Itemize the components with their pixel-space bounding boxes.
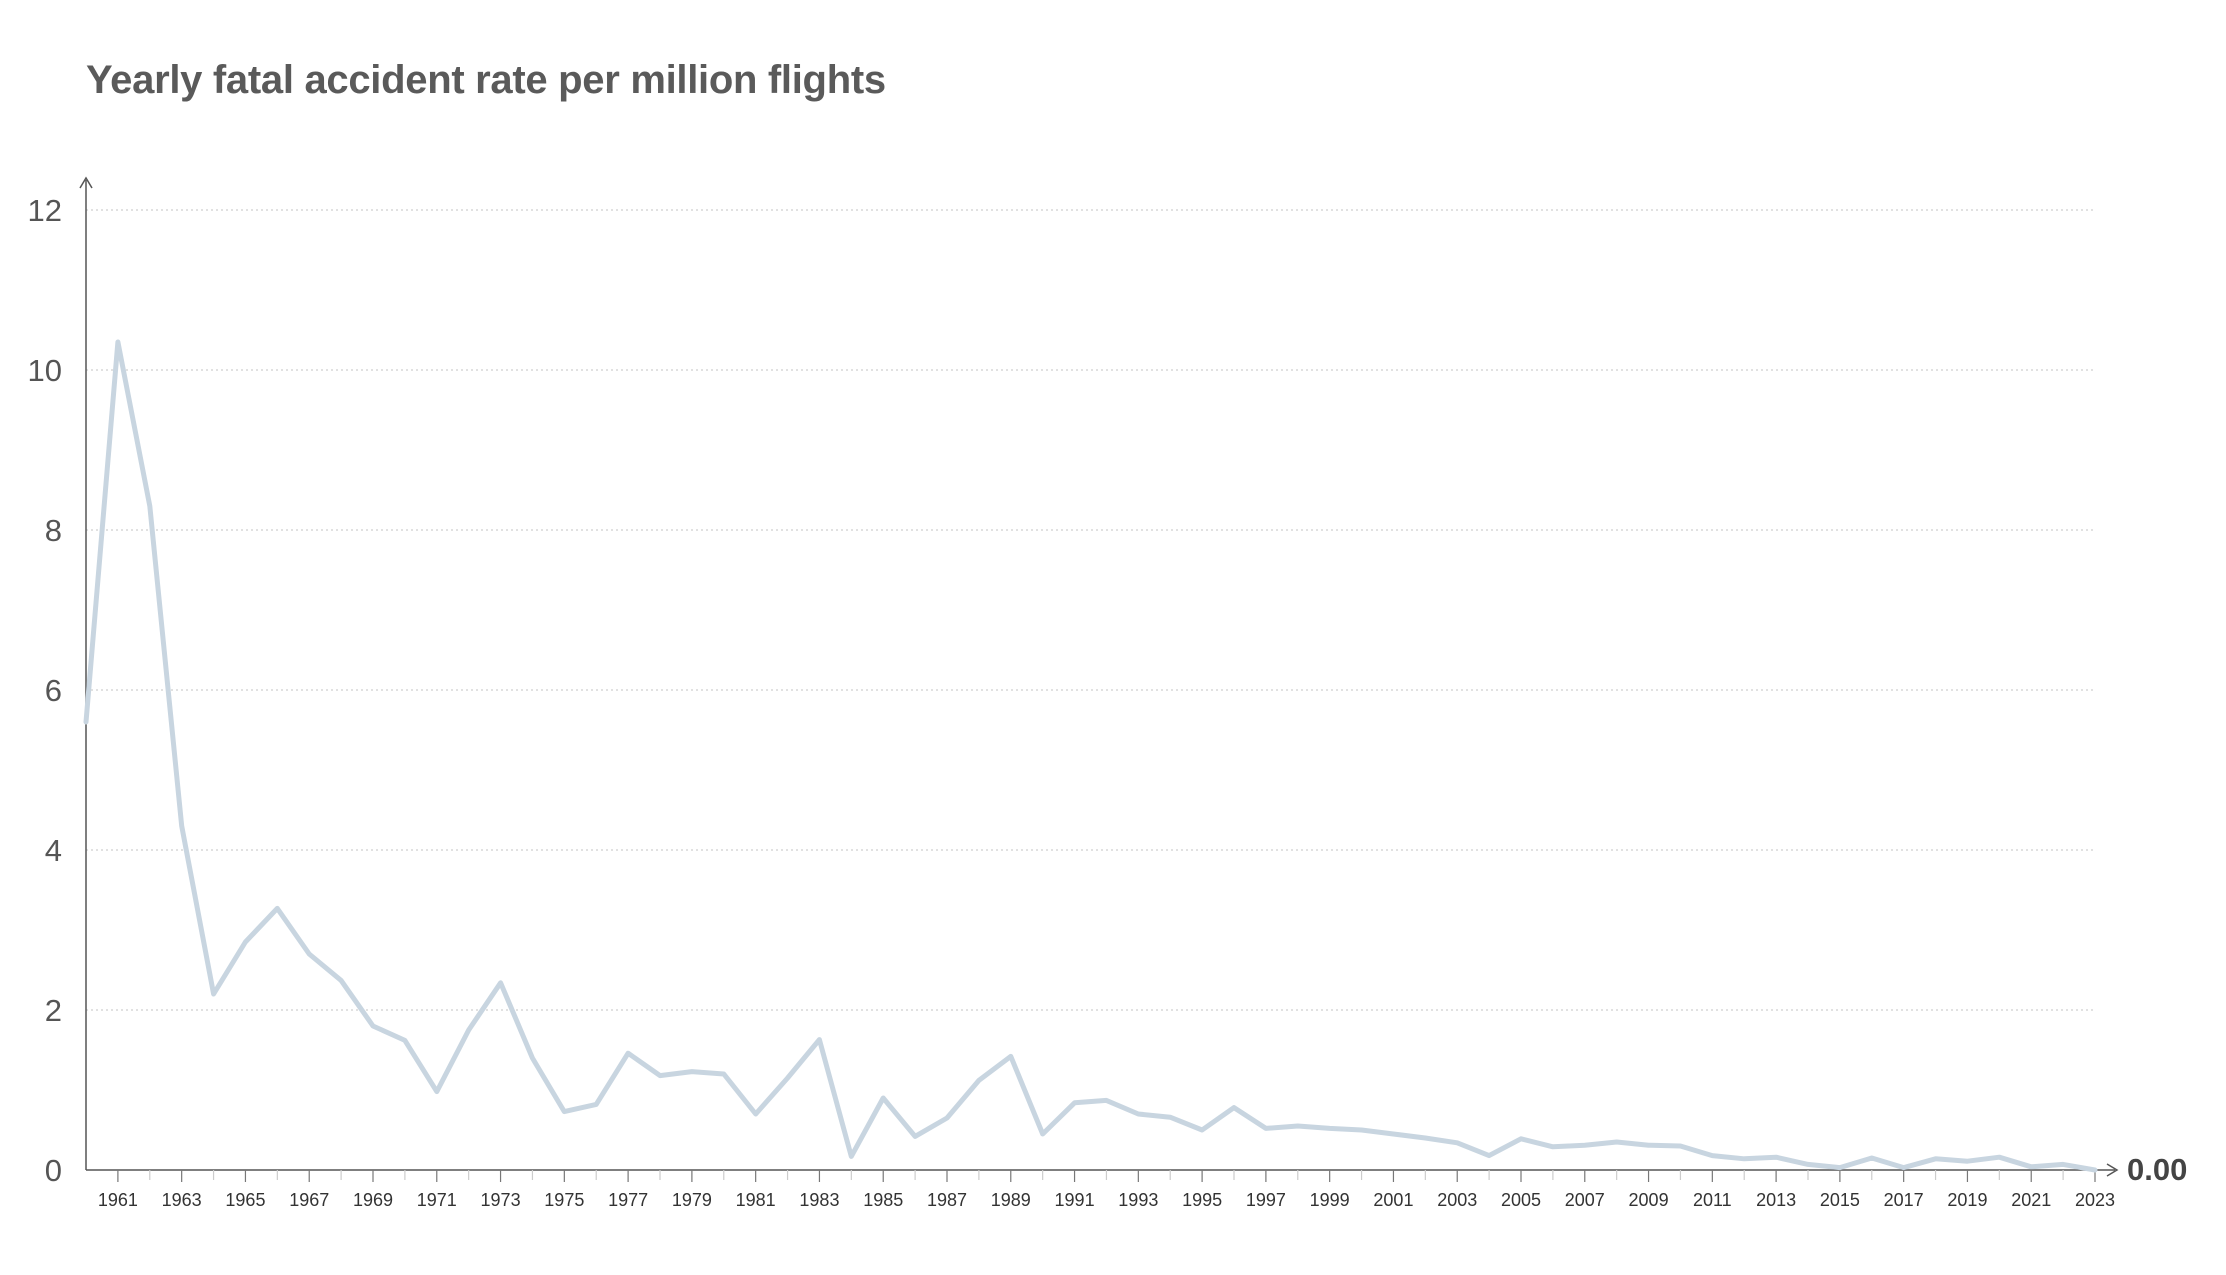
- x-tick-label: 2003: [1437, 1190, 1477, 1210]
- y-tick-label: 6: [45, 673, 62, 708]
- y-axis-tick-labels: 0 2 4 6 8 10 12: [28, 193, 62, 1188]
- x-tick-label: 2019: [1947, 1190, 1987, 1210]
- x-tick-label: 2001: [1373, 1190, 1413, 1210]
- x-tick-label: 1963: [162, 1190, 202, 1210]
- chart-title: Yearly fatal accident rate per million f…: [86, 58, 886, 102]
- x-tick-label: 1993: [1118, 1190, 1158, 1210]
- y-tick-label: 4: [45, 833, 62, 868]
- x-tick-label: 1999: [1310, 1190, 1350, 1210]
- x-tick-label: 1965: [225, 1190, 265, 1210]
- x-tick-label: 2013: [1756, 1190, 1796, 1210]
- y-tick-label: 10: [28, 353, 62, 388]
- end-value-label: 0.00: [2127, 1152, 2187, 1187]
- x-tick-label: 1991: [1055, 1190, 1095, 1210]
- x-tick-label: 1989: [991, 1190, 1031, 1210]
- x-tick-label: 2015: [1820, 1190, 1860, 1210]
- y-axis-arrow: [79, 176, 93, 189]
- y-tick-label: 0: [45, 1153, 62, 1188]
- x-axis-tick-labels: 1961 1963 1965 1967 1969 1971 1973 1975 1977 1979…: [98, 1190, 2115, 1210]
- x-tick-label: 1983: [799, 1190, 839, 1210]
- x-axis-minor-ticks: [117, 1170, 2096, 1182]
- x-tick-label: 1977: [608, 1190, 648, 1210]
- x-tick-label: 2005: [1501, 1190, 1541, 1210]
- x-tick-label: 1985: [863, 1190, 903, 1210]
- x-tick-label: 2021: [2011, 1190, 2051, 1210]
- x-tick-label: 1967: [289, 1190, 329, 1210]
- y-tick-label: 12: [28, 193, 62, 228]
- axes: [79, 176, 2119, 1177]
- y-tick-label: 2: [45, 993, 62, 1028]
- x-tick-label: 1987: [927, 1190, 967, 1210]
- x-tick-label: 1997: [1246, 1190, 1286, 1210]
- x-tick-label: 1981: [736, 1190, 776, 1210]
- gridlines: [86, 209, 2095, 1011]
- x-tick-label: 1961: [98, 1190, 138, 1210]
- x-tick-label: 2009: [1629, 1190, 1669, 1210]
- x-tick-label: 2007: [1565, 1190, 1605, 1210]
- x-tick-label: 1995: [1182, 1190, 1222, 1210]
- y-tick-label: 8: [45, 513, 62, 548]
- x-tick-label: 1979: [672, 1190, 712, 1210]
- x-tick-label: 2011: [1693, 1190, 1732, 1210]
- x-tick-label: 1975: [544, 1190, 584, 1210]
- series-line: [83, 339, 2098, 1173]
- x-tick-label: 1969: [353, 1190, 393, 1210]
- x-axis-arrow: [2106, 1163, 2119, 1177]
- x-tick-label: 2023: [2075, 1190, 2115, 1210]
- x-tick-label: 1973: [481, 1190, 521, 1210]
- x-tick-label: 1971: [417, 1190, 457, 1210]
- x-tick-label: 2017: [1884, 1190, 1924, 1210]
